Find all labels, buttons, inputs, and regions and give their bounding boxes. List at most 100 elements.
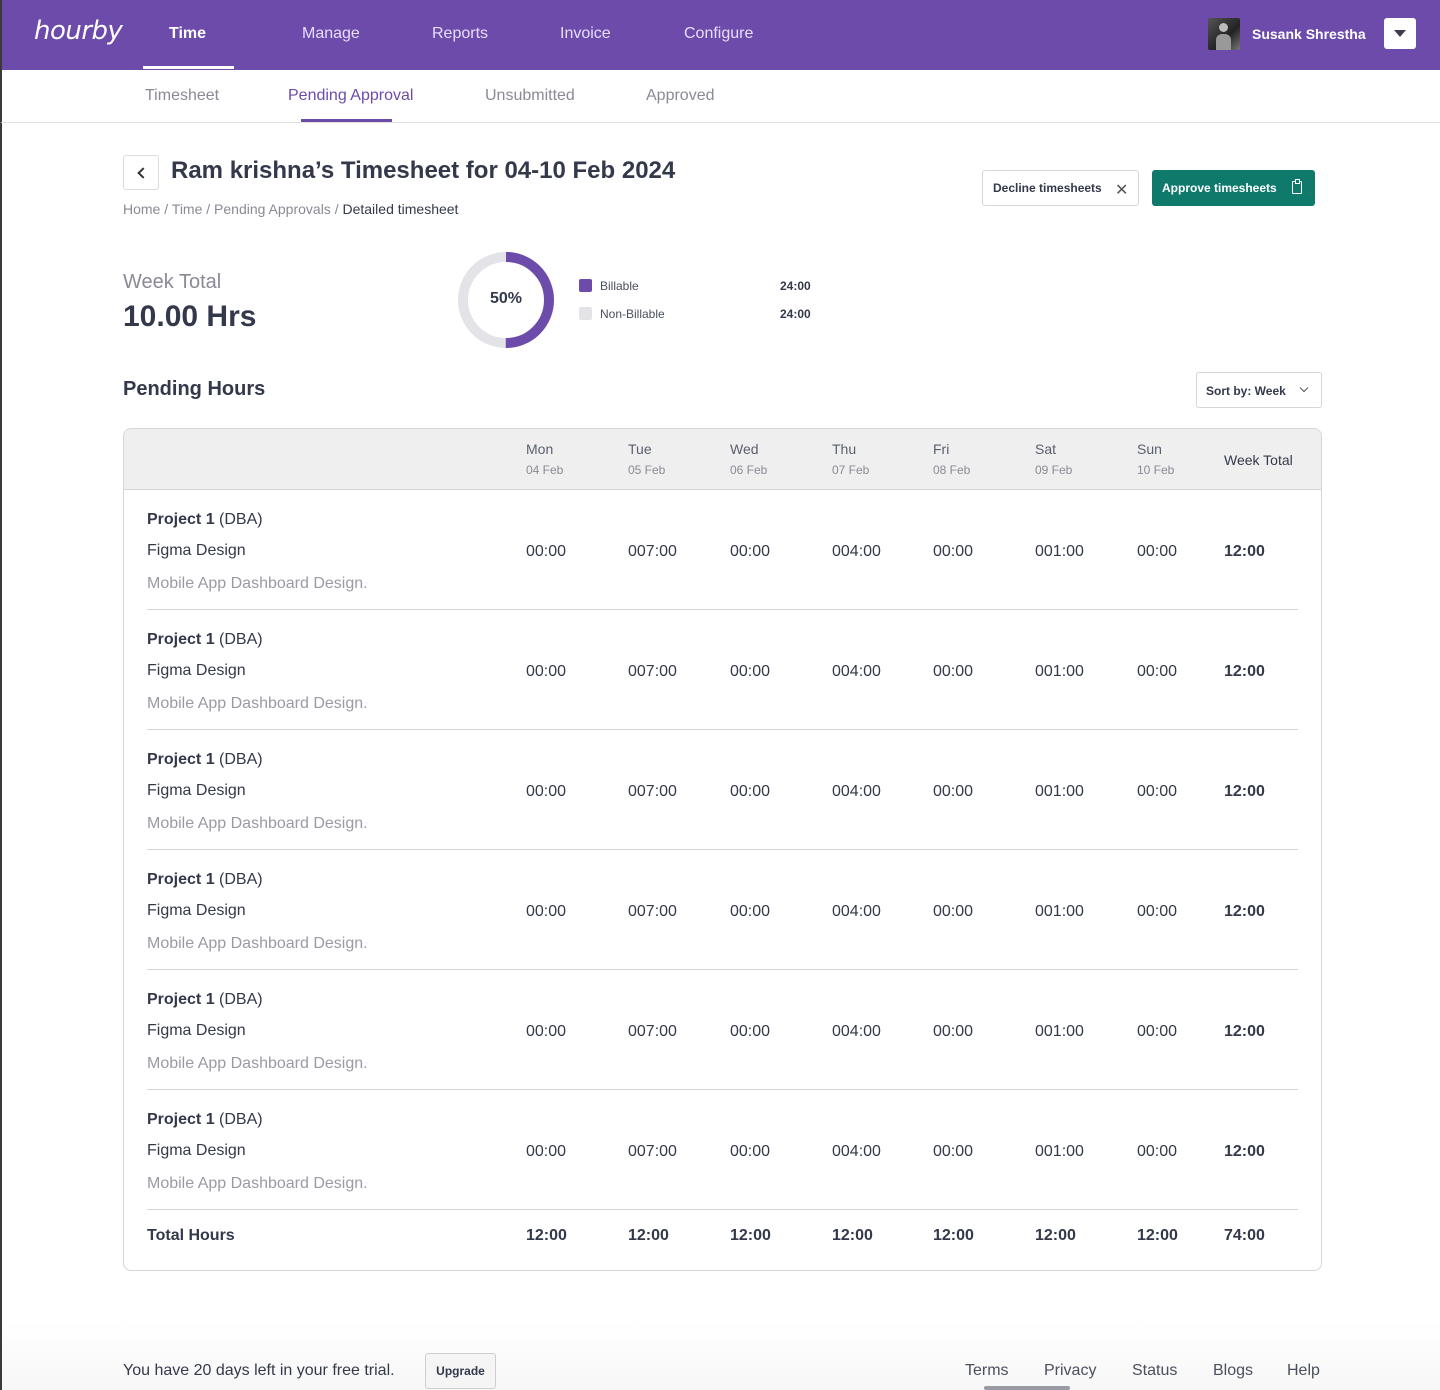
- row-hours-fri: 00:00: [933, 1023, 974, 1040]
- footer-link-blogs[interactable]: Blogs: [1213, 1362, 1254, 1379]
- row-hours-tue: 007:00: [628, 783, 677, 800]
- row-hours-mon: 00:00: [526, 783, 567, 800]
- row-week-total: 12:00: [1224, 783, 1265, 800]
- footer-link-privacy[interactable]: Privacy: [1044, 1362, 1097, 1379]
- col-thu-day: Thu: [832, 441, 857, 457]
- tab-unsubmitted[interactable]: Unsubmitted: [485, 87, 575, 104]
- decline-label: Decline timesheets: [993, 181, 1102, 195]
- nav-active-indicator: [143, 66, 234, 69]
- chevron-down-icon: [1299, 383, 1309, 393]
- row-hours-sun: 00:00: [1137, 663, 1178, 680]
- row-hours-sun: 00:00: [1137, 783, 1178, 800]
- col-mon-date: 04 Feb: [526, 463, 564, 477]
- row-hours-thu: 004:00: [832, 1023, 881, 1040]
- row-hours-mon: 00:00: [526, 543, 567, 560]
- table-row[interactable]: Project 1 (DBA) Figma Design Mobile App …: [147, 610, 1298, 730]
- footer-link-status[interactable]: Status: [1132, 1362, 1178, 1379]
- total-fri: 12:00: [933, 1227, 974, 1244]
- total-mon: 12:00: [526, 1227, 567, 1244]
- nav-time[interactable]: Time: [169, 25, 207, 42]
- footer-link-help[interactable]: Help: [1287, 1362, 1320, 1379]
- decline-timesheets-button[interactable]: Decline timesheets ✕: [982, 170, 1139, 206]
- row-hours-tue: 007:00: [628, 543, 677, 560]
- row-hours-sat: 001:00: [1035, 1023, 1084, 1040]
- breadcrumb-time[interactable]: Time: [171, 201, 203, 217]
- nav-invoice[interactable]: Invoice: [560, 25, 611, 42]
- user-menu-dropdown-icon[interactable]: [1384, 18, 1416, 49]
- breadcrumb-pending-approvals[interactable]: Pending Approvals: [214, 201, 331, 217]
- row-hours-wed: 00:00: [730, 1143, 771, 1160]
- table-row[interactable]: Project 1 (DBA) Figma Design Mobile App …: [147, 730, 1298, 850]
- row-hours-thu: 004:00: [832, 1143, 881, 1160]
- row-week-total: 12:00: [1224, 663, 1265, 680]
- col-tue-date: 05 Feb: [628, 463, 666, 477]
- user-name[interactable]: Susank Shrestha: [1252, 26, 1366, 42]
- table-row[interactable]: Project 1 (DBA) Figma Design Mobile App …: [147, 1090, 1298, 1210]
- row-week-total: 12:00: [1224, 543, 1265, 560]
- col-tue-day: Tue: [628, 441, 652, 457]
- table-row[interactable]: Project 1 (DBA) Figma Design Mobile App …: [147, 490, 1298, 610]
- tab-pending-approval[interactable]: Pending Approval: [288, 87, 414, 104]
- row-hours-sat: 001:00: [1035, 663, 1084, 680]
- nav-manage[interactable]: Manage: [302, 25, 360, 42]
- upgrade-button[interactable]: Upgrade: [425, 1353, 496, 1389]
- col-sat-date: 09 Feb: [1035, 463, 1073, 477]
- donut-billable-arc: [458, 252, 554, 348]
- row-hours-thu: 004:00: [832, 783, 881, 800]
- row-hours-tue: 007:00: [628, 663, 677, 680]
- footer-link-terms[interactable]: Terms: [965, 1362, 1009, 1379]
- row-task: Figma Design: [147, 1022, 246, 1039]
- table-row[interactable]: Project 1 (DBA) Figma Design Mobile App …: [147, 850, 1298, 970]
- row-project: Project 1 (DBA): [147, 751, 263, 768]
- back-button[interactable]: [123, 155, 159, 190]
- row-task: Figma Design: [147, 542, 246, 559]
- row-hours-fri: 00:00: [933, 543, 974, 560]
- scrollbar[interactable]: [984, 1386, 1070, 1390]
- row-hours-sat: 001:00: [1035, 1143, 1084, 1160]
- row-hours-sat: 001:00: [1035, 543, 1084, 560]
- row-project: Project 1 (DBA): [147, 871, 263, 888]
- non-billable-label: Non-Billable: [600, 307, 665, 321]
- row-hours-mon: 00:00: [526, 1143, 567, 1160]
- row-task: Figma Design: [147, 902, 246, 919]
- sub-tabs: Timesheet Pending Approval Unsubmitted A…: [0, 70, 1440, 123]
- sort-dropdown[interactable]: Sort by: Week: [1196, 372, 1322, 408]
- total-tue: 12:00: [628, 1227, 669, 1244]
- col-sun-date: 10 Feb: [1137, 463, 1175, 477]
- avatar[interactable]: [1208, 18, 1240, 50]
- timesheet-table: Mon 04 Feb Tue 05 Feb Wed 06 Feb Thu 07 …: [123, 428, 1322, 1271]
- row-description: Mobile App Dashboard Design.: [147, 935, 368, 952]
- row-hours-thu: 004:00: [832, 663, 881, 680]
- approve-timesheets-button[interactable]: Approve timesheets: [1152, 170, 1315, 206]
- row-hours-wed: 00:00: [730, 663, 771, 680]
- row-hours-wed: 00:00: [730, 543, 771, 560]
- row-hours-sat: 001:00: [1035, 903, 1084, 920]
- row-hours-mon: 00:00: [526, 663, 567, 680]
- tab-timesheet[interactable]: Timesheet: [145, 87, 220, 104]
- donut-percent: 50%: [489, 290, 523, 307]
- table-row[interactable]: Project 1 (DBA) Figma Design Mobile App …: [147, 970, 1298, 1090]
- row-task: Figma Design: [147, 1142, 246, 1159]
- total-sat: 12:00: [1035, 1227, 1076, 1244]
- breadcrumb-current: Detailed timesheet: [342, 201, 459, 217]
- tab-approved[interactable]: Approved: [646, 87, 715, 104]
- row-hours-fri: 00:00: [933, 783, 974, 800]
- nav-reports[interactable]: Reports: [432, 25, 489, 42]
- row-hours-wed: 00:00: [730, 903, 771, 920]
- row-hours-tue: 007:00: [628, 1143, 677, 1160]
- nav-configure[interactable]: Configure: [684, 25, 754, 42]
- row-hours-thu: 004:00: [832, 543, 881, 560]
- week-total-label: Week Total: [123, 271, 222, 293]
- row-description: Mobile App Dashboard Design.: [147, 815, 368, 832]
- row-hours-tue: 007:00: [628, 903, 677, 920]
- row-hours-sun: 00:00: [1137, 1143, 1178, 1160]
- breadcrumb-home[interactable]: Home: [123, 201, 161, 217]
- total-wed: 12:00: [730, 1227, 771, 1244]
- row-project: Project 1 (DBA): [147, 1111, 263, 1128]
- row-project: Project 1 (DBA): [147, 511, 263, 528]
- col-fri-date: 08 Feb: [933, 463, 971, 477]
- billable-swatch: [579, 279, 592, 292]
- approve-label: Approve timesheets: [1162, 181, 1277, 195]
- app-logo[interactable]: hourby: [34, 16, 123, 46]
- row-week-total: 12:00: [1224, 903, 1265, 920]
